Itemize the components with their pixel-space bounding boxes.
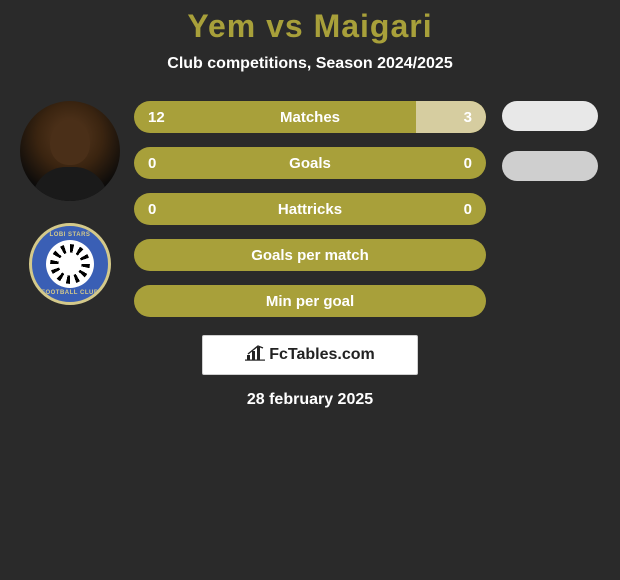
opponent-pill <box>502 151 598 181</box>
player-avatar <box>20 101 120 201</box>
stat-row: 0Hattricks0 <box>134 193 486 225</box>
right-column <box>490 101 610 181</box>
stat-label: Goals <box>134 155 486 172</box>
stat-row: Goals per match <box>134 239 486 271</box>
stat-value-right: 0 <box>464 201 472 218</box>
stat-value-right: 0 <box>464 155 472 172</box>
club-badge: LOBI STARS FOOTBALL CLUB <box>29 223 111 305</box>
logo-text: FcTables.com <box>269 346 375 364</box>
stat-bar: 12Matches3 <box>134 101 486 133</box>
date-label: 28 february 2025 <box>0 391 620 409</box>
stat-label: Min per goal <box>134 293 486 310</box>
stat-label: Matches <box>134 109 486 126</box>
stat-row: 12Matches3 <box>134 101 486 133</box>
stat-bar: Min per goal <box>134 285 486 317</box>
subtitle: Club competitions, Season 2024/2025 <box>0 55 620 73</box>
left-column: LOBI STARS FOOTBALL CLUB <box>10 101 130 305</box>
stat-bar: Goals per match <box>134 239 486 271</box>
page-title: Yem vs Maigari <box>0 8 620 45</box>
stat-row: 0Goals0 <box>134 147 486 179</box>
fctables-logo[interactable]: FcTables.com <box>202 335 418 375</box>
main-row: LOBI STARS FOOTBALL CLUB 12Matches30Goal… <box>0 101 620 317</box>
comparison-widget: Yem vs Maigari Club competitions, Season… <box>0 0 620 409</box>
stat-row: Min per goal <box>134 285 486 317</box>
club-badge-ball <box>46 240 94 288</box>
stat-label: Goals per match <box>134 247 486 264</box>
stat-bar: 0Hattricks0 <box>134 193 486 225</box>
stats-bars: 12Matches30Goals00Hattricks0Goals per ma… <box>130 101 490 317</box>
opponent-pill <box>502 101 598 131</box>
stat-bar: 0Goals0 <box>134 147 486 179</box>
club-badge-bottom-text: FOOTBALL CLUB <box>32 290 108 296</box>
chart-icon <box>245 345 265 366</box>
club-badge-top-text: LOBI STARS <box>32 232 108 238</box>
stat-value-right: 3 <box>464 109 472 126</box>
stat-label: Hattricks <box>134 201 486 218</box>
